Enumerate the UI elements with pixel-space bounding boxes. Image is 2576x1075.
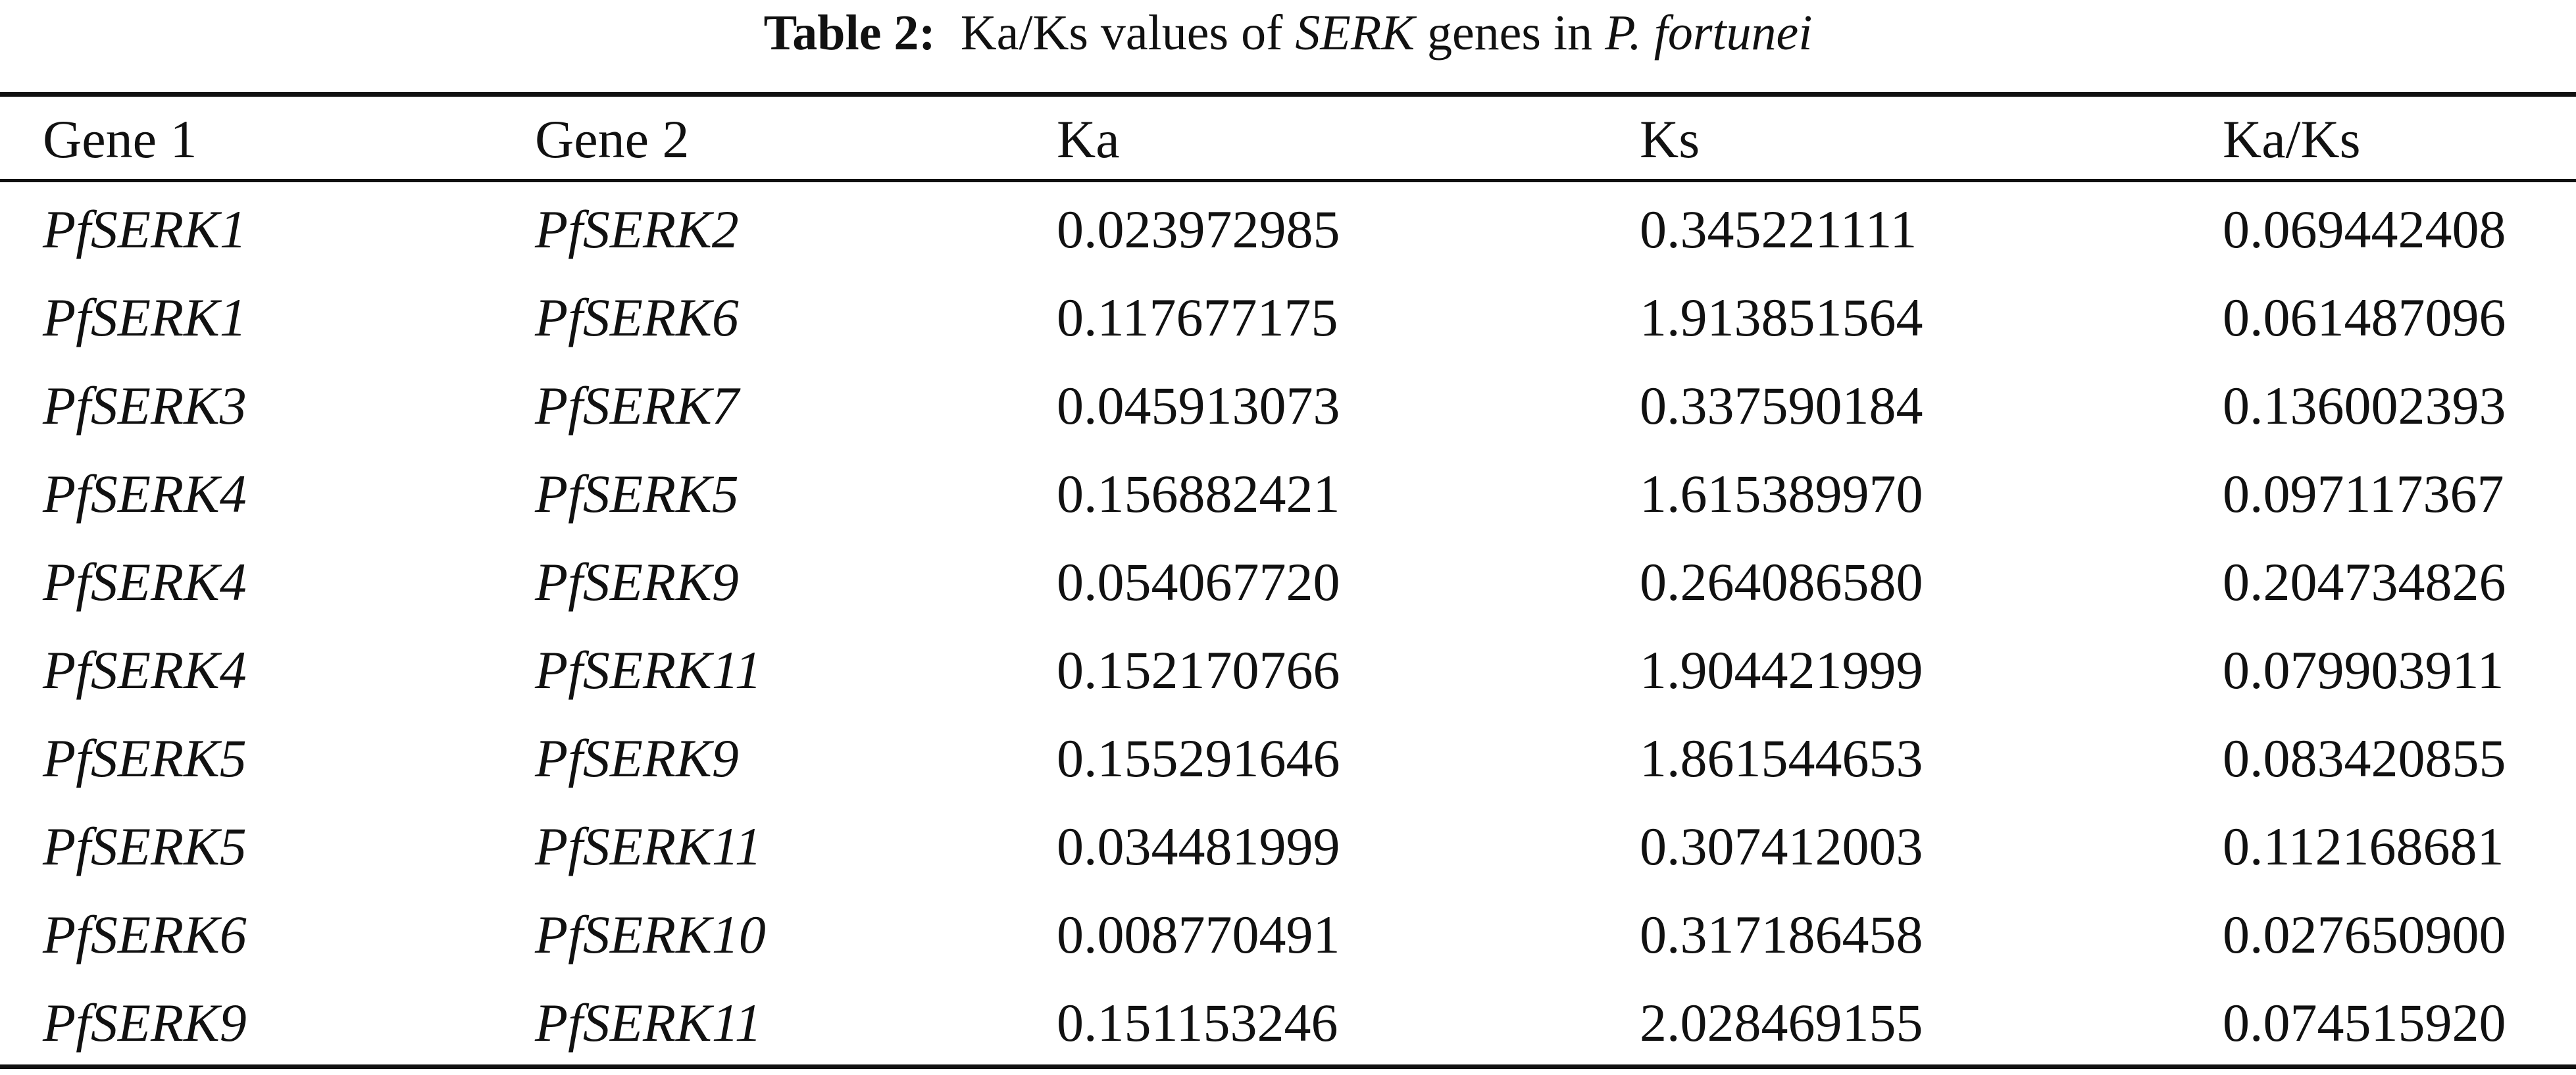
cell-ka-ks: 0.074515920	[2223, 993, 2506, 1053]
table-row: PfSERK4 PfSERK9 0.054067720 0.264086580 …	[0, 538, 2576, 626]
cell-gene-2: PfSERK5	[535, 464, 739, 524]
table-row: PfSERK3 PfSERK7 0.045913073 0.337590184 …	[0, 362, 2576, 450]
header-ks: Ks	[1640, 109, 1700, 169]
caption-species-name: P. fortunei	[1605, 5, 1813, 61]
header-ka: Ka	[1057, 109, 1120, 169]
cell-ka-ks: 0.079903911	[2223, 640, 2504, 700]
cell-ka: 0.117677175	[1057, 288, 1338, 347]
cell-gene-1: PfSERK6	[43, 905, 247, 964]
cell-gene-2: PfSERK9	[535, 728, 739, 788]
table-header-rule	[0, 179, 2576, 182]
cell-gene-1: PfSERK1	[43, 199, 247, 259]
cell-gene-1: PfSERK9	[43, 993, 247, 1053]
table-row: PfSERK6 PfSERK10 0.008770491 0.317186458…	[0, 891, 2576, 979]
cell-ks: 1.615389970	[1640, 464, 1923, 524]
cell-ks: 1.913851564	[1640, 288, 1923, 347]
table-row: PfSERK4 PfSERK11 0.152170766 1.904421999…	[0, 626, 2576, 714]
cell-gene-1: PfSERK4	[43, 552, 247, 612]
header-gene-1: Gene 1	[43, 109, 197, 169]
cell-gene-2: PfSERK11	[535, 993, 762, 1053]
cell-ka-ks: 0.061487096	[2223, 288, 2506, 347]
cell-gene-1: PfSERK5	[43, 728, 247, 788]
cell-ks: 2.028469155	[1640, 993, 1923, 1053]
cell-ks: 1.904421999	[1640, 640, 1923, 700]
header-spacer	[0, 176, 2576, 186]
table-top-rule	[0, 92, 2576, 97]
caption-text-middle: genes in	[1414, 5, 1605, 61]
cell-ks: 0.337590184	[1640, 376, 1923, 436]
cell-gene-1: PfSERK4	[43, 640, 247, 700]
cell-ka: 0.008770491	[1057, 905, 1340, 964]
cell-ka-ks: 0.027650900	[2223, 905, 2506, 964]
header-spacer-cell	[0, 176, 2576, 186]
cell-gene-2: PfSERK10	[535, 905, 766, 964]
cell-gene-1: PfSERK5	[43, 816, 247, 876]
table-row: PfSERK4 PfSERK5 0.156882421 1.615389970 …	[0, 450, 2576, 538]
table-caption-label: Table 2:	[763, 5, 936, 61]
cell-ka: 0.151153246	[1057, 993, 1338, 1053]
caption-text-before: Ka/Ks values of	[960, 5, 1296, 61]
cell-ka: 0.023972985	[1057, 199, 1340, 259]
cell-ka-ks: 0.069442408	[2223, 199, 2506, 259]
cell-ka: 0.045913073	[1057, 376, 1340, 436]
table-body: PfSERK1 PfSERK2 0.023972985 0.345221111 …	[0, 186, 2576, 1067]
cell-ks: 1.861544653	[1640, 728, 1923, 788]
cell-ks: 0.317186458	[1640, 905, 1923, 964]
cell-gene-2: PfSERK7	[535, 376, 739, 436]
table-row: PfSERK1 PfSERK2 0.023972985 0.345221111 …	[0, 186, 2576, 274]
header-gene-2: Gene 2	[535, 109, 690, 169]
cell-ka-ks: 0.097117367	[2223, 464, 2504, 524]
cell-gene-2: PfSERK11	[535, 640, 762, 700]
cell-ka: 0.152170766	[1057, 640, 1340, 700]
cell-gene-2: PfSERK6	[535, 288, 739, 347]
cell-ks: 0.264086580	[1640, 552, 1923, 612]
cell-gene-1: PfSERK3	[43, 376, 247, 436]
cell-gene-1: PfSERK4	[43, 464, 247, 524]
cell-gene-2: PfSERK2	[535, 199, 739, 259]
cell-ka: 0.034481999	[1057, 816, 1340, 876]
cell-gene-2: PfSERK9	[535, 552, 739, 612]
table-row: PfSERK5 PfSERK9 0.155291646 1.861544653 …	[0, 714, 2576, 803]
kaks-table: Gene 1 Gene 2 Ka Ks Ka/Ks PfSERK1 PfSERK…	[0, 103, 2576, 1067]
cell-gene-2: PfSERK11	[535, 816, 762, 876]
cell-ka-ks: 0.136002393	[2223, 376, 2506, 436]
header-ka-ks: Ka/Ks	[2223, 109, 2361, 169]
table-row: PfSERK9 PfSERK11 0.151153246 2.028469155…	[0, 979, 2576, 1067]
table-row: PfSERK1 PfSERK6 0.117677175 1.913851564 …	[0, 274, 2576, 362]
cell-ka-ks: 0.204734826	[2223, 552, 2506, 612]
header-row: Gene 1 Gene 2 Ka Ks Ka/Ks	[0, 103, 2576, 176]
cell-ks: 0.307412003	[1640, 816, 1923, 876]
table-caption: Table 2: Ka/Ks values of SERK genes in P…	[0, 0, 2576, 72]
cell-ka: 0.155291646	[1057, 728, 1340, 788]
caption-gene-name: SERK	[1295, 5, 1415, 61]
cell-ka-ks: 0.083420855	[2223, 728, 2506, 788]
cell-gene-1: PfSERK1	[43, 288, 247, 347]
cell-ka: 0.156882421	[1057, 464, 1340, 524]
cell-ks: 0.345221111	[1640, 199, 1917, 259]
table-header: Gene 1 Gene 2 Ka Ks Ka/Ks	[0, 103, 2576, 186]
cell-ka: 0.054067720	[1057, 552, 1340, 612]
table-row: PfSERK5 PfSERK11 0.034481999 0.307412003…	[0, 803, 2576, 891]
cell-ka-ks: 0.112168681	[2223, 816, 2504, 876]
table-bottom-rule	[0, 1064, 2576, 1069]
